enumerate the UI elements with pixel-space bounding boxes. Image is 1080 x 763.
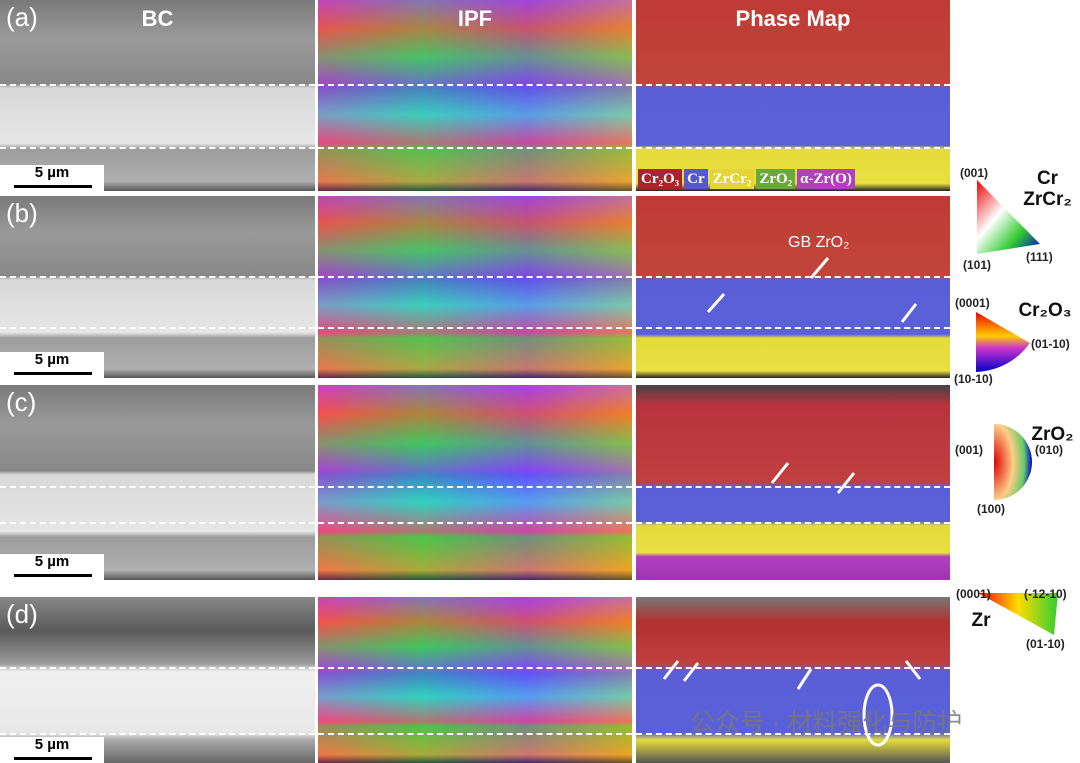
column-title-bc: BC bbox=[141, 6, 174, 31]
bc-panel-d: (d) 5 µm bbox=[0, 597, 315, 763]
bc-panel-c: (c) 5 µm bbox=[0, 385, 315, 580]
key-phase-label: Zr bbox=[971, 610, 991, 631]
ipf-panel-b bbox=[318, 196, 632, 378]
pole-label: (10-10) bbox=[954, 372, 993, 386]
row-label: (c) bbox=[6, 387, 37, 417]
pole-label: (0001) bbox=[956, 587, 991, 601]
column-title-ipf: IPF bbox=[457, 6, 493, 31]
scale-bar: 5 µm bbox=[0, 164, 104, 191]
legend-cr2o3: Cr₂O₃ bbox=[638, 169, 683, 189]
pole-label: (001) bbox=[955, 443, 984, 457]
legend-zro2: ZrO₂ bbox=[756, 169, 796, 189]
pole-label: (-12-10) bbox=[1024, 587, 1067, 601]
legend-cr: Cr bbox=[684, 169, 708, 189]
arrow-icons bbox=[706, 257, 918, 323]
phase-legend: Cr₂O₃ Cr ZrCr₂ ZrO₂ α-Zr(O) bbox=[638, 169, 855, 189]
phase-panel-c bbox=[636, 385, 950, 580]
phase-panel-d bbox=[636, 597, 950, 763]
gb-zro2-annotation: GB ZrO₂ bbox=[788, 234, 850, 251]
key-phase-label: ZrO₂ bbox=[1031, 424, 1074, 445]
key-phase-label: Cr ZrCr₂ bbox=[1023, 168, 1072, 210]
ipf-color-keys bbox=[976, 180, 1058, 635]
pole-label: (101) bbox=[963, 258, 992, 272]
phase-panel-b: GB ZrO₂ bbox=[636, 196, 950, 378]
arrow-icons bbox=[662, 660, 922, 747]
ipf-key-cr2o3 bbox=[976, 312, 1030, 372]
ipf-panel-a: IPF bbox=[318, 0, 632, 191]
row-label: (d) bbox=[6, 599, 38, 629]
bc-panel-a: (a) BC 5 µm bbox=[0, 0, 315, 191]
ipf-panel-c bbox=[318, 385, 632, 580]
pole-label: (100) bbox=[977, 502, 1006, 516]
arrow-icons bbox=[770, 462, 856, 494]
ipf-key-zr bbox=[978, 593, 1058, 635]
pole-label: (01-10) bbox=[1026, 637, 1065, 651]
scale-bar: 5 µm bbox=[0, 553, 104, 580]
bc-panel-b: (b) 5 µm bbox=[0, 196, 315, 378]
pole-label: (01-10) bbox=[1031, 337, 1070, 351]
pole-label: (111) bbox=[1026, 250, 1053, 264]
watermark: 公众号 · 材料强化与防护 bbox=[690, 709, 963, 737]
pole-label: (010) bbox=[1035, 443, 1064, 457]
ipf-key-cr bbox=[977, 180, 1040, 254]
row-label: (a) bbox=[6, 2, 38, 32]
column-title-phase: Phase Map bbox=[735, 6, 851, 31]
ipf-panel-d bbox=[318, 597, 632, 763]
legend-alpha-zr: α-Zr(O) bbox=[797, 169, 855, 189]
scale-bar: 5 µm bbox=[0, 351, 104, 378]
key-phase-label: Cr₂O₃ bbox=[1018, 300, 1072, 321]
phase-panel-a: Phase Map Cr₂O₃ Cr ZrCr₂ ZrO₂ α-Zr(O) bbox=[636, 0, 950, 191]
ipf-key-zro2 bbox=[994, 424, 1032, 500]
pole-label: (001) bbox=[960, 166, 989, 180]
legend-zrcr2: ZrCr₂ bbox=[709, 169, 755, 189]
pole-label: (0001) bbox=[955, 296, 990, 310]
scale-bar: 5 µm bbox=[0, 736, 104, 763]
row-label: (b) bbox=[6, 198, 38, 228]
